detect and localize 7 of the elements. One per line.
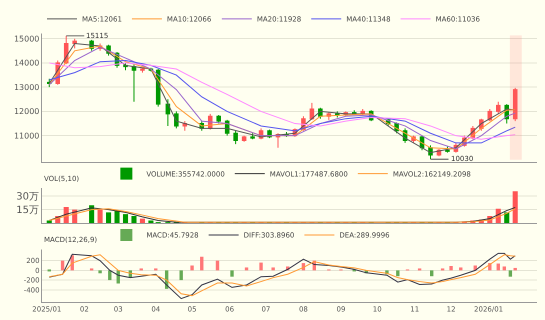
y-tick-label: 13000 bbox=[14, 82, 40, 92]
y-tick-label: 12000 bbox=[14, 107, 40, 116]
y-tick-label: 15000 bbox=[14, 34, 40, 44]
y-tick-label: 15万 bbox=[16, 205, 39, 216]
y-tick-label: 11000 bbox=[14, 131, 40, 140]
y-tick-label: 14000 bbox=[14, 58, 40, 68]
y-tick-label: 30万 bbox=[16, 192, 39, 203]
